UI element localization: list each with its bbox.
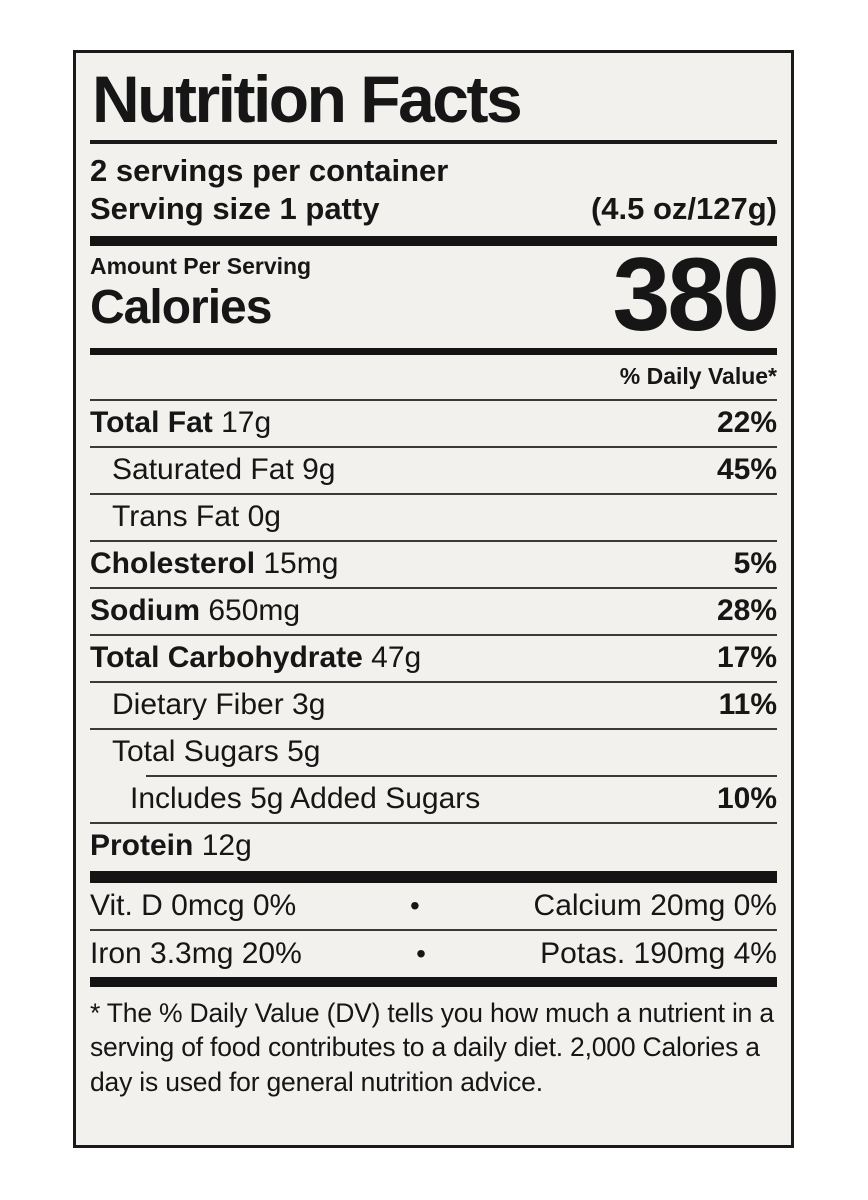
nutrient-amount: 47g xyxy=(362,641,422,675)
nutrient-row-total-carbohydrate: Total Carbohydrate 47g 17% xyxy=(90,636,777,681)
nutrient-row-protein: Protein 12g xyxy=(90,824,777,869)
daily-value: 17% xyxy=(716,641,777,675)
calories-left-block: Amount Per Serving Calories xyxy=(90,253,311,338)
micronutrient-row-2: Iron 3.3mg 20% • Potas. 190mg 4% xyxy=(90,931,777,977)
micronutrient-left: Iron 3.3mg 20% xyxy=(90,936,302,970)
daily-value: 10% xyxy=(716,782,777,816)
row-divider xyxy=(90,492,777,495)
section-bar-top xyxy=(90,236,777,247)
row-divider xyxy=(90,633,777,636)
daily-value-footnote: * The % Daily Value (DV) tells you how m… xyxy=(90,997,774,1098)
row-divider xyxy=(90,445,777,448)
row-divider-indented xyxy=(146,774,777,777)
nutrient-row-trans-fat: Trans Fat 0g xyxy=(90,495,777,540)
nutrient-amount: Saturated Fat 9g xyxy=(112,453,336,487)
title-divider xyxy=(90,139,777,144)
micronutrient-right: Calcium 20mg 0% xyxy=(533,888,777,922)
nutrient-name: Cholesterol xyxy=(90,547,256,581)
nutrient-name: Sodium xyxy=(90,594,200,628)
nutrient-amount: 650mg xyxy=(200,594,301,628)
daily-value-header: % Daily Value* xyxy=(619,362,777,389)
daily-value: 28% xyxy=(716,594,777,628)
micronutrient-right: Potas. 190mg 4% xyxy=(540,936,777,970)
row-divider xyxy=(90,928,777,931)
nutrition-facts-label: Nutrition Facts 2 servings per container… xyxy=(73,50,794,1148)
daily-value: 5% xyxy=(733,547,777,581)
label-title: Nutrition Facts xyxy=(92,62,523,136)
nutrient-name: Total Carbohydrate xyxy=(90,641,363,675)
nutrient-row-dietary-fiber: Dietary Fiber 3g 11% xyxy=(90,683,777,728)
row-divider xyxy=(90,398,777,401)
nutrient-name: Protein xyxy=(90,829,194,863)
nutrient-row-saturated-fat: Saturated Fat 9g 45% xyxy=(90,448,777,493)
micronutrient-row-1: Vit. D 0mcg 0% • Calcium 20mg 0% xyxy=(90,883,777,929)
nutrient-row-cholesterol: Cholesterol 15mg 5% xyxy=(90,542,777,587)
section-bar-protein xyxy=(90,870,777,883)
nutrient-row-total-sugars: Total Sugars 5g xyxy=(90,730,777,775)
amount-per-serving-label: Amount Per Serving xyxy=(90,253,312,280)
nutrient-amount: 17g xyxy=(212,406,272,440)
nutrient-row-total-fat: Total Fat 17g 22% xyxy=(90,401,777,446)
row-divider xyxy=(90,586,777,589)
bullet-separator: • xyxy=(409,889,420,921)
row-divider xyxy=(90,539,777,542)
calories-section: Amount Per Serving Calories 380 xyxy=(90,237,780,354)
nutrient-amount: 12g xyxy=(193,829,252,863)
row-divider xyxy=(90,727,777,730)
nutrient-amount: 15mg xyxy=(255,547,339,581)
serving-size-label: Serving size 1 patty xyxy=(90,191,380,227)
daily-value: 45% xyxy=(716,453,777,487)
nutrient-amount: Dietary Fiber 3g xyxy=(112,688,326,722)
section-bar-footnote xyxy=(90,976,777,987)
nutrient-name: Total Fat xyxy=(90,406,213,440)
nutrient-amount: Total Sugars 5g xyxy=(112,735,321,769)
serving-size-weight: (4.5 oz/127g) xyxy=(590,191,777,227)
nutrient-amount: Includes 5g Added Sugars xyxy=(130,782,481,816)
micronutrient-left: Vit. D 0mcg 0% xyxy=(90,888,297,922)
bullet-separator: • xyxy=(416,937,426,969)
daily-value: 22% xyxy=(716,406,777,440)
calories-label: Calories xyxy=(90,281,272,335)
daily-value: 11% xyxy=(718,688,777,722)
servings-per-container: 2 servings per container xyxy=(90,152,449,188)
serving-size-row: Serving size 1 patty (4.5 oz/127g) xyxy=(90,190,777,228)
row-divider xyxy=(90,821,777,824)
nutrient-row-sodium: Sodium 650mg 28% xyxy=(90,589,777,634)
row-divider xyxy=(90,680,777,683)
section-bar-calories xyxy=(90,347,777,355)
nutrient-row-added-sugars: Includes 5g Added Sugars 10% xyxy=(90,777,777,822)
calories-value: 380 xyxy=(612,237,780,354)
nutrient-amount: Trans Fat 0g xyxy=(112,500,281,534)
